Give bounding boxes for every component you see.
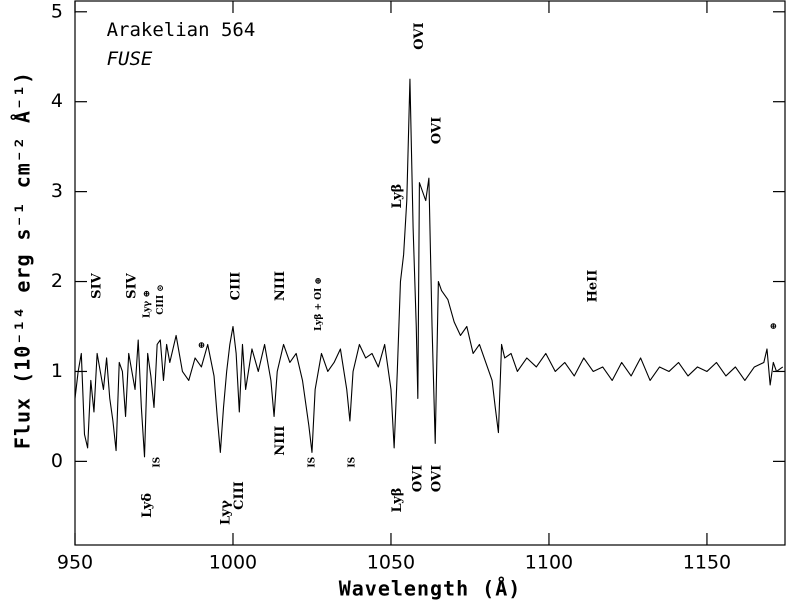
y-axis-title: Flux (10⁻¹⁴ erg s⁻¹ cm⁻² Å⁻¹) <box>11 71 35 449</box>
y-tick-label: 5 <box>51 0 63 22</box>
line-label: Lyβ <box>390 184 405 209</box>
y-tick-label: 0 <box>51 450 63 472</box>
y-tick-label: 3 <box>51 180 63 202</box>
line-label: Lyδ <box>140 493 155 518</box>
line-label: ⊕ <box>770 322 778 332</box>
line-label: IS <box>307 457 317 468</box>
line-label: OVI <box>430 117 445 144</box>
line-label: Lyβ <box>390 488 405 513</box>
line-label: CIII <box>229 272 244 301</box>
line-label: NIII <box>273 271 288 301</box>
y-tick-label: 4 <box>51 90 63 112</box>
inset-label: Arakelian 564 <box>107 19 256 41</box>
line-label: SIV <box>124 272 139 298</box>
line-label: CIII <box>232 481 247 510</box>
y-tick-label: 2 <box>51 270 63 292</box>
x-tick-label: 1050 <box>367 552 415 574</box>
line-label: HeII <box>586 270 601 303</box>
line-label: CIII ⊙ <box>156 284 166 314</box>
line-label: IS <box>347 457 357 468</box>
line-label: OVI <box>430 465 445 492</box>
line-label: IS <box>153 457 163 468</box>
y-tick-label: 1 <box>51 360 63 382</box>
spectrum-line <box>74 78 784 458</box>
line-label: OVI <box>410 465 425 492</box>
x-tick-label: 1150 <box>683 552 731 574</box>
line-label: Lyβ + OI ⊕ <box>314 277 324 331</box>
inset-label: FUSE <box>107 48 153 70</box>
x-axis-title: Wavelength (Å) <box>339 577 522 601</box>
line-label: NIII <box>273 426 288 456</box>
line-label: Lyγ <box>219 500 234 525</box>
line-label: Lyγ ⊕ <box>143 290 153 318</box>
line-label: SIV <box>90 272 105 298</box>
x-tick-label: 1000 <box>209 552 257 574</box>
x-tick-label: 1100 <box>525 552 573 574</box>
plot-frame <box>74 0 786 546</box>
line-label: OVI <box>412 22 427 49</box>
line-label: ⊕ <box>198 341 206 351</box>
x-tick-label: 950 <box>57 552 93 574</box>
